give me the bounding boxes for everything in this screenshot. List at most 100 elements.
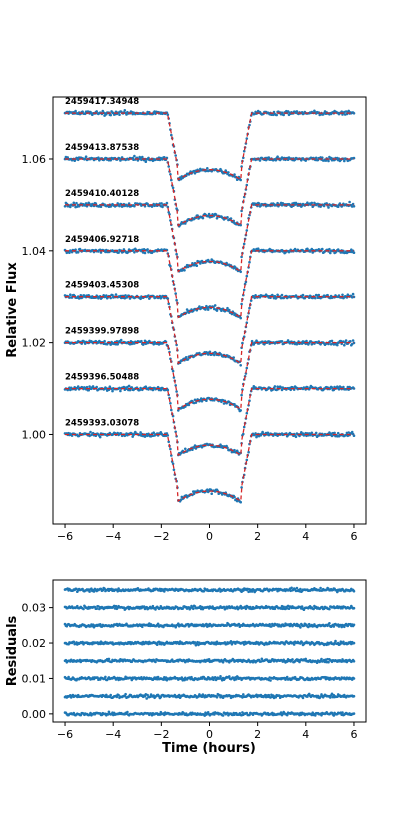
residual-point (352, 641, 356, 645)
residual-point (242, 693, 245, 696)
transit-model-line (65, 387, 354, 457)
epoch-label: 2459393.03078 (65, 419, 139, 429)
residual-point (352, 712, 356, 715)
residual-point (320, 657, 323, 661)
flux-point (295, 110, 299, 113)
residual-point (328, 622, 331, 625)
transit-model-line (65, 341, 354, 411)
flux-point (242, 425, 246, 429)
flux-point (233, 495, 236, 499)
flux-point (330, 386, 334, 389)
residual-point (260, 657, 264, 661)
flux-point (118, 204, 121, 208)
residual-point (287, 607, 291, 610)
light-curve-panel: 2459393.030782459396.504882459399.978982… (5, 96, 367, 543)
flux-point (166, 113, 170, 116)
flux-point (133, 251, 136, 254)
flux-point (172, 468, 176, 472)
residual-point (300, 605, 304, 608)
flux-point (170, 408, 173, 412)
residual-point (328, 607, 331, 611)
residual-point (320, 714, 323, 717)
flux-point (245, 229, 249, 232)
residual-point (124, 692, 127, 696)
flux-point (76, 251, 80, 254)
flux-point (351, 292, 355, 296)
flux-point (103, 339, 106, 343)
epoch-labels: 2459393.030782459396.504882459399.978982… (65, 97, 139, 428)
flux-point (239, 364, 242, 367)
flux-point (343, 159, 346, 163)
flux-point (310, 201, 314, 205)
residual-point (213, 676, 217, 679)
flux-point (208, 350, 212, 354)
flux-point (250, 339, 254, 343)
flux-point (239, 316, 242, 320)
transit-model-line (65, 250, 354, 319)
flux-point (317, 248, 321, 251)
flux-point (322, 204, 326, 208)
residual-point (327, 660, 330, 664)
flux-point (248, 260, 251, 264)
flux-point (344, 339, 348, 342)
residual-point (352, 623, 356, 627)
flux-point (239, 409, 242, 412)
x-tick-label: 6 (350, 530, 357, 543)
flux-point (242, 288, 246, 292)
flux-point (151, 388, 155, 392)
flux-point (314, 296, 317, 300)
flux-point (228, 308, 231, 312)
flux-point (336, 343, 339, 347)
flux-point (99, 205, 103, 208)
residual-point (300, 641, 304, 644)
flux-point (84, 202, 88, 205)
residual-point (115, 695, 119, 699)
x-tick-label: 4 (302, 530, 309, 543)
flux-point (306, 201, 309, 204)
flux-point (239, 223, 242, 227)
residual-point (330, 692, 334, 696)
flux-point (69, 293, 72, 297)
residual-point (95, 607, 98, 610)
flux-point (68, 251, 71, 254)
flux-point (342, 385, 345, 389)
flux-point (85, 385, 89, 389)
flux-point (219, 443, 222, 447)
flux-point (227, 171, 230, 174)
flux-point (337, 388, 341, 391)
flux-point (63, 205, 67, 208)
flux-point (242, 242, 246, 246)
flux-point (314, 431, 318, 435)
flux-point (245, 137, 249, 140)
flux-point (241, 341, 244, 345)
residual-point (145, 697, 148, 700)
flux-point (280, 293, 284, 297)
flux-point (239, 500, 242, 504)
flux-point (248, 123, 251, 127)
flux-point (167, 440, 170, 444)
flux-point (336, 431, 340, 435)
epoch-label: 2459406.92718 (65, 235, 139, 245)
epoch-label: 2459417.34948 (65, 97, 139, 107)
flux-point (174, 384, 177, 387)
residual-point (143, 695, 147, 698)
residual-point (352, 694, 356, 698)
flux-point (91, 385, 95, 388)
flux-point (89, 430, 92, 434)
flux-point (76, 158, 80, 162)
flux-point (171, 369, 175, 373)
flux-point (187, 403, 191, 407)
flux-point (172, 376, 176, 379)
flux-point (263, 343, 266, 346)
flux-point (242, 149, 246, 153)
residual-point (299, 626, 302, 629)
flux-point (169, 219, 172, 222)
flux-point (329, 251, 332, 255)
flux-point (245, 458, 249, 462)
flux-point (245, 411, 249, 415)
flux-point (165, 201, 169, 205)
residual-point (211, 605, 214, 608)
flux-point (184, 447, 187, 451)
residual-point (291, 658, 294, 661)
residual-point (268, 623, 272, 626)
